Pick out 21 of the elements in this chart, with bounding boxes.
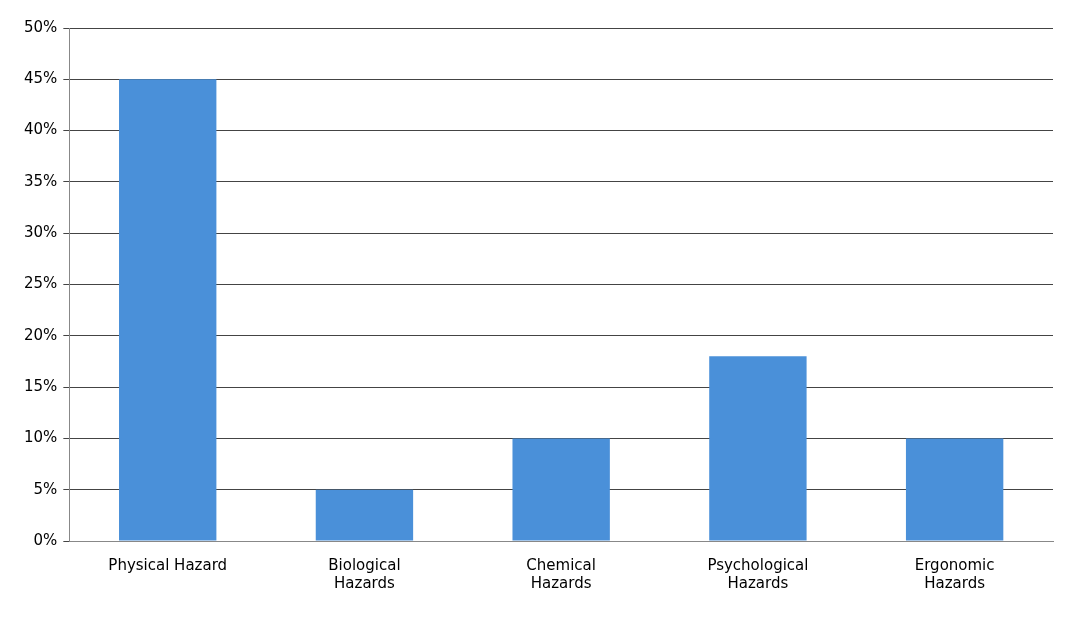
y-tick-label: 10% xyxy=(24,428,58,447)
y-tick-label: 20% xyxy=(24,325,58,344)
y-tick-label: 40% xyxy=(24,120,58,139)
y-tick-label: 25% xyxy=(24,274,58,293)
bar xyxy=(905,438,1004,541)
bar xyxy=(512,438,610,541)
y-tick-label: 15% xyxy=(24,376,58,395)
x-tick-label: Biological Hazards xyxy=(328,555,401,592)
bar xyxy=(119,79,217,541)
y-tick-label: 35% xyxy=(24,171,58,190)
x-tick-label: Ergonomic Hazards xyxy=(914,555,995,592)
y-tick-label: 0% xyxy=(33,530,58,549)
y-tick-label: 30% xyxy=(24,223,58,242)
y-tick-label: 45% xyxy=(24,69,58,88)
bar xyxy=(315,489,414,541)
x-tick-label: Chemical Hazards xyxy=(526,555,596,592)
y-tick-label: 5% xyxy=(33,479,58,498)
bar xyxy=(709,356,807,541)
y-tick-label: 50% xyxy=(24,17,58,36)
x-tick-label: Psychological Hazards xyxy=(707,555,809,592)
x-tick-label: Physical Hazard xyxy=(108,555,228,574)
